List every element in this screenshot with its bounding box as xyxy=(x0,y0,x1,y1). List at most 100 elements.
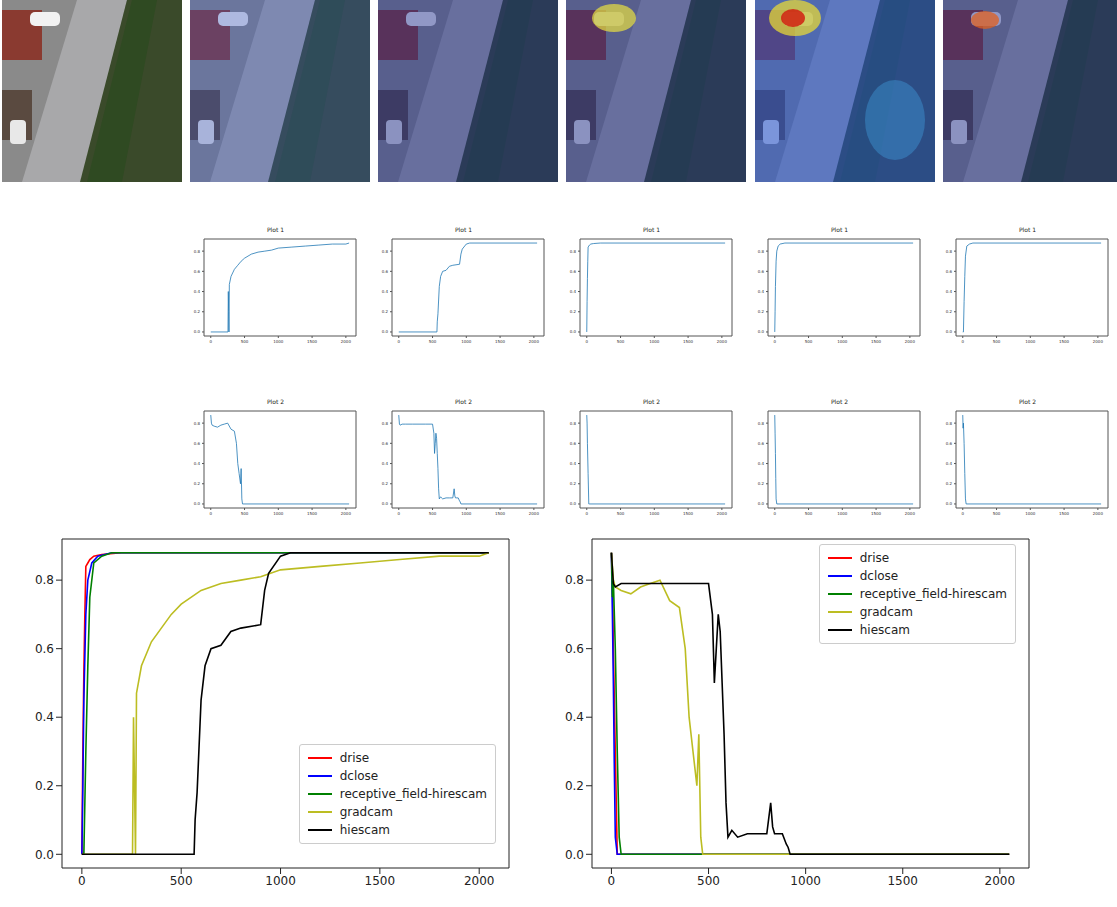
svg-text:1500: 1500 xyxy=(683,511,694,516)
svg-text:0.8: 0.8 xyxy=(194,421,201,426)
svg-text:1500: 1500 xyxy=(307,339,318,344)
svg-text:500: 500 xyxy=(241,339,249,344)
svg-text:2000: 2000 xyxy=(341,511,352,516)
svg-text:0.2: 0.2 xyxy=(758,309,765,314)
svg-text:2000: 2000 xyxy=(1093,511,1104,516)
svg-text:1000: 1000 xyxy=(461,511,472,516)
svg-text:500: 500 xyxy=(805,339,813,344)
svg-text:1000: 1000 xyxy=(461,339,472,344)
svg-text:0: 0 xyxy=(585,511,588,516)
svg-text:0.8: 0.8 xyxy=(35,573,54,587)
svg-text:2000: 2000 xyxy=(1093,339,1104,344)
svg-text:0.0: 0.0 xyxy=(946,329,953,334)
svg-text:2000: 2000 xyxy=(905,511,916,516)
svg-text:0.2: 0.2 xyxy=(382,481,389,486)
svg-text:0.6: 0.6 xyxy=(382,269,389,274)
svg-text:0.0: 0.0 xyxy=(382,501,389,506)
svg-text:0: 0 xyxy=(773,511,776,516)
svg-text:0.2: 0.2 xyxy=(565,779,584,793)
svg-text:1000: 1000 xyxy=(790,874,821,888)
svg-text:1500: 1500 xyxy=(1059,339,1070,344)
svg-text:0.4: 0.4 xyxy=(570,461,577,466)
svg-text:0.8: 0.8 xyxy=(946,249,953,254)
svg-text:0: 0 xyxy=(773,339,776,344)
svg-text:0.6: 0.6 xyxy=(570,441,577,446)
svg-text:2000: 2000 xyxy=(529,339,540,344)
svg-text:0.8: 0.8 xyxy=(570,421,577,426)
svg-text:1000: 1000 xyxy=(273,511,284,516)
svg-text:2000: 2000 xyxy=(717,511,728,516)
svg-text:1500: 1500 xyxy=(683,339,694,344)
svg-text:0.0: 0.0 xyxy=(194,329,201,334)
svg-text:2000: 2000 xyxy=(905,339,916,344)
svg-text:0.6: 0.6 xyxy=(570,269,577,274)
svg-text:0.8: 0.8 xyxy=(194,249,201,254)
svg-text:0: 0 xyxy=(961,339,964,344)
svg-text:0.0: 0.0 xyxy=(946,501,953,506)
svg-text:0.8: 0.8 xyxy=(946,421,953,426)
svg-text:1000: 1000 xyxy=(1025,511,1036,516)
svg-text:0.4: 0.4 xyxy=(758,461,765,466)
svg-text:1000: 1000 xyxy=(649,339,660,344)
svg-text:0.0: 0.0 xyxy=(565,848,584,862)
svg-text:1500: 1500 xyxy=(495,339,506,344)
svg-text:0.8: 0.8 xyxy=(758,421,765,426)
svg-text:0.8: 0.8 xyxy=(565,573,584,587)
svg-text:1500: 1500 xyxy=(871,511,882,516)
svg-text:0.8: 0.8 xyxy=(758,249,765,254)
svg-text:0.0: 0.0 xyxy=(758,501,765,506)
svg-text:500: 500 xyxy=(617,511,625,516)
svg-text:1500: 1500 xyxy=(307,511,318,516)
svg-text:0: 0 xyxy=(585,339,588,344)
svg-text:1000: 1000 xyxy=(837,511,848,516)
svg-text:0.6: 0.6 xyxy=(946,269,953,274)
svg-text:0.2: 0.2 xyxy=(570,481,577,486)
svg-text:0.0: 0.0 xyxy=(382,329,389,334)
svg-text:0.4: 0.4 xyxy=(946,461,953,466)
svg-text:500: 500 xyxy=(241,511,249,516)
svg-text:0.0: 0.0 xyxy=(758,329,765,334)
svg-text:0.4: 0.4 xyxy=(382,289,389,294)
svg-text:1500: 1500 xyxy=(365,874,396,888)
svg-text:0.8: 0.8 xyxy=(570,249,577,254)
svg-text:0.4: 0.4 xyxy=(565,710,584,724)
svg-text:1000: 1000 xyxy=(837,339,848,344)
svg-text:0.2: 0.2 xyxy=(382,309,389,314)
svg-text:500: 500 xyxy=(993,339,1001,344)
svg-text:0.8: 0.8 xyxy=(382,421,389,426)
svg-text:0.8: 0.8 xyxy=(382,249,389,254)
svg-text:500: 500 xyxy=(697,874,720,888)
svg-text:1500: 1500 xyxy=(871,339,882,344)
svg-text:500: 500 xyxy=(170,874,193,888)
svg-text:0.2: 0.2 xyxy=(758,481,765,486)
svg-text:1500: 1500 xyxy=(495,511,506,516)
svg-text:1000: 1000 xyxy=(1025,339,1036,344)
svg-text:0.6: 0.6 xyxy=(194,269,201,274)
svg-text:0.0: 0.0 xyxy=(570,501,577,506)
svg-text:1500: 1500 xyxy=(887,874,918,888)
svg-text:0.2: 0.2 xyxy=(35,779,54,793)
svg-text:0.6: 0.6 xyxy=(565,642,584,656)
svg-text:1000: 1000 xyxy=(273,339,284,344)
svg-text:0.4: 0.4 xyxy=(194,289,201,294)
svg-text:500: 500 xyxy=(617,339,625,344)
svg-text:1000: 1000 xyxy=(649,511,660,516)
svg-text:0: 0 xyxy=(961,511,964,516)
svg-text:0.2: 0.2 xyxy=(194,481,201,486)
svg-text:0: 0 xyxy=(78,874,86,888)
svg-text:0.6: 0.6 xyxy=(758,269,765,274)
svg-text:0.6: 0.6 xyxy=(946,441,953,446)
svg-text:0.2: 0.2 xyxy=(570,309,577,314)
svg-text:0.6: 0.6 xyxy=(35,642,54,656)
svg-text:2000: 2000 xyxy=(529,511,540,516)
svg-text:0.4: 0.4 xyxy=(758,289,765,294)
svg-text:0.6: 0.6 xyxy=(758,441,765,446)
svg-text:0.4: 0.4 xyxy=(194,461,201,466)
svg-text:500: 500 xyxy=(429,339,437,344)
svg-text:0.2: 0.2 xyxy=(946,481,953,486)
svg-text:2000: 2000 xyxy=(341,339,352,344)
svg-text:0.4: 0.4 xyxy=(35,710,54,724)
svg-text:500: 500 xyxy=(993,511,1001,516)
svg-text:0.4: 0.4 xyxy=(570,289,577,294)
svg-text:0.4: 0.4 xyxy=(382,461,389,466)
